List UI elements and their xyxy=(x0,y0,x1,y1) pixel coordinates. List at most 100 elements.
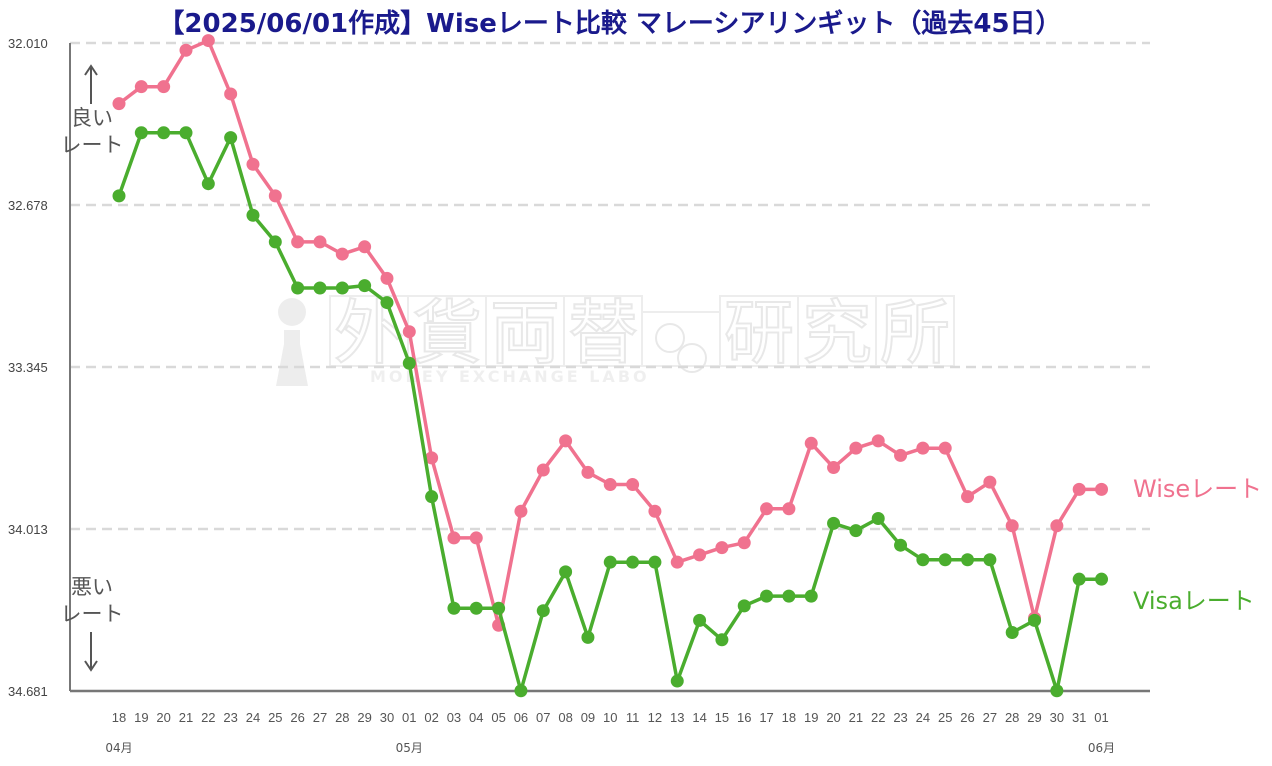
watermark-char: 究 xyxy=(802,292,872,374)
wise-point xyxy=(313,235,327,249)
bad-rate-label-1: 悪い xyxy=(71,575,113,599)
x-tick-label: 15 xyxy=(715,710,729,725)
wise-point xyxy=(179,43,193,57)
visa-point xyxy=(514,684,528,698)
y-tick-label: 34.681 xyxy=(8,684,48,699)
arrow-down-icon xyxy=(84,660,98,672)
axes xyxy=(69,43,1150,693)
wise-point xyxy=(447,531,461,545)
visa-point xyxy=(760,589,774,603)
wise-point xyxy=(1005,519,1019,533)
visa-point xyxy=(246,208,260,222)
wise-point xyxy=(961,490,975,504)
visa-point xyxy=(983,553,997,567)
wise-point xyxy=(268,189,282,203)
wise-point xyxy=(201,34,215,48)
visa-point xyxy=(179,126,193,140)
visa-point xyxy=(715,633,729,647)
wise-point xyxy=(871,434,885,448)
watermark-char: 替 xyxy=(568,292,638,374)
visa-point xyxy=(425,490,439,504)
watermark-subtitle: MONEY EXCHANGE LABO xyxy=(370,367,650,386)
visa-point xyxy=(603,555,617,569)
visa-point xyxy=(581,630,595,644)
x-tick-label: 06 xyxy=(514,710,528,725)
visa-point xyxy=(1050,684,1064,698)
x-tick-label: 26 xyxy=(960,710,974,725)
visa-point xyxy=(291,281,305,295)
visa-point xyxy=(402,356,416,370)
wise-point xyxy=(469,531,483,545)
visa-point xyxy=(916,553,930,567)
x-tick-label: 09 xyxy=(581,710,595,725)
x-tick-label: 24 xyxy=(246,710,260,725)
x-tick-label: 29 xyxy=(357,710,371,725)
visa-point xyxy=(134,126,148,140)
chart-title: 【2025/06/01作成】Wiseレート比較 マレーシアリンギット（過去45日… xyxy=(158,8,1061,39)
wise-point xyxy=(1050,519,1064,533)
exchange-icon xyxy=(655,323,707,373)
x-tick-label: 17 xyxy=(759,710,773,725)
x-tick-label: 25 xyxy=(938,710,952,725)
wise-point xyxy=(112,97,126,111)
visa-line xyxy=(117,131,1102,693)
visa-point xyxy=(938,553,952,567)
x-tick-label: 16 xyxy=(737,710,751,725)
wise-point xyxy=(804,436,818,450)
x-tick-label: 20 xyxy=(826,710,840,725)
x-tick-label: 02 xyxy=(424,710,438,725)
wise-point xyxy=(380,271,394,285)
visa-point xyxy=(268,235,282,249)
x-axis-ticks: 18 19 20 21 22 23 24 25 26 27 28 29 30 01 02 03 04 05 06 07… xyxy=(105,710,1115,755)
visa-point xyxy=(1005,626,1019,640)
x-tick-label: 19 xyxy=(804,710,818,725)
wise-point xyxy=(559,434,573,448)
visa-point xyxy=(782,589,796,603)
visa-point xyxy=(335,281,349,295)
x-tick-label: 24 xyxy=(916,710,930,725)
wise-point xyxy=(760,502,774,516)
x-tick-label: 31 xyxy=(1072,710,1086,725)
x-tick-label: 22 xyxy=(201,710,215,725)
wise-point xyxy=(916,441,930,455)
x-tick-label: 18 xyxy=(782,710,796,725)
visa-point xyxy=(469,601,483,615)
wise-point xyxy=(626,478,640,492)
wise-point xyxy=(1072,482,1086,496)
wise-point xyxy=(715,541,729,555)
good-rate-label-1: 良い xyxy=(71,106,113,130)
visa-point xyxy=(358,279,372,293)
visa-point xyxy=(536,604,550,618)
visa-point xyxy=(492,601,506,615)
x-tick-label: 04 xyxy=(469,710,483,725)
wise-point xyxy=(402,325,416,339)
x-tick-label: 19 xyxy=(134,710,148,725)
wise-point xyxy=(849,441,863,455)
visa-point xyxy=(559,565,573,579)
watermark-char: 研 xyxy=(724,292,794,374)
series-wise xyxy=(112,34,1109,632)
x-tick-label: 20 xyxy=(156,710,170,725)
x-tick-label: 30 xyxy=(1050,710,1064,725)
wise-point xyxy=(670,555,684,569)
visa-point xyxy=(961,553,975,567)
wise-point xyxy=(938,441,952,455)
x-tick-label: 23 xyxy=(893,710,907,725)
visa-point xyxy=(626,555,640,569)
x-tick-label: 21 xyxy=(849,710,863,725)
month-label: 06月 xyxy=(1088,741,1115,755)
bad-rate-label-2: レート xyxy=(61,602,124,626)
visa-point xyxy=(693,613,707,627)
wise-point xyxy=(425,451,439,465)
wise-point xyxy=(581,465,595,479)
x-tick-label: 27 xyxy=(313,710,327,725)
visa-point xyxy=(827,516,841,530)
x-tick-label: 03 xyxy=(447,710,461,725)
month-label: 04月 xyxy=(105,741,132,755)
series xyxy=(112,34,1109,698)
visa-point xyxy=(313,281,327,295)
visa-point xyxy=(871,512,885,526)
watermark-char: 所 xyxy=(880,292,950,374)
grid-lines xyxy=(70,41,1150,531)
